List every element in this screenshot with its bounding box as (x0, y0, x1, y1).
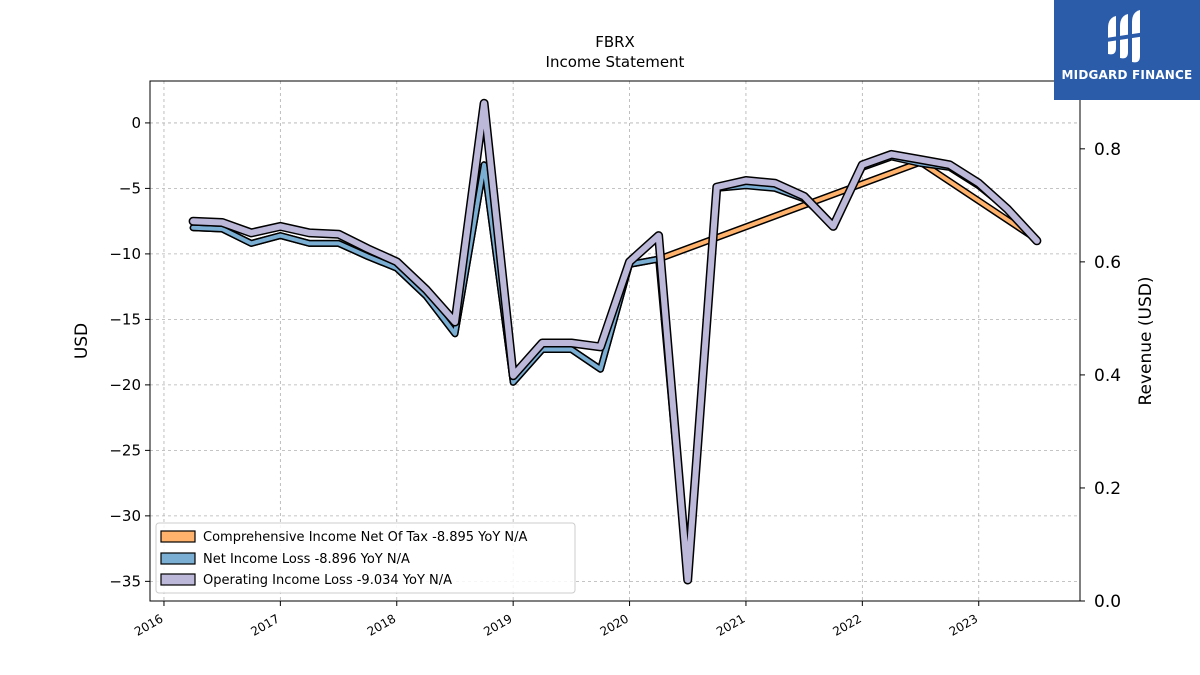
series-net-income-loss-outline (189, 153, 1041, 584)
y-tick-label: −35 (109, 572, 141, 590)
legend-swatch-operating (160, 573, 196, 586)
series-operating-income-loss (188, 98, 1042, 585)
y-tick-label: −5 (119, 179, 141, 197)
series-net-income-loss-line (191, 155, 1039, 582)
midgard-finance-logo: MIDGARD FINANCE (1054, 0, 1200, 100)
x-tick-label: 2016 (132, 611, 165, 638)
legend-frame (155, 522, 576, 594)
series-operating-income-loss-line (190, 100, 1040, 583)
y2-tick-label: 0.4 (1094, 366, 1121, 386)
y2-tick-label: 0.0 (1094, 592, 1121, 612)
y2-tick-label: 0.2 (1094, 479, 1121, 499)
logo-text: MIDGARD FINANCE (1061, 68, 1193, 82)
chart-title: FBRX (595, 33, 635, 51)
midgard-logo-icon (1106, 10, 1146, 63)
series-comprehensive-income (189, 158, 1041, 386)
y-tick-label: −20 (109, 376, 141, 394)
y-tick-label: −25 (109, 441, 141, 459)
x-tick-label: 2021 (714, 611, 747, 638)
legend-label-comprehensive: Comprehensive Income Net Of Tax -8.895 Y… (203, 530, 528, 545)
x-tick-label: 2017 (248, 611, 281, 638)
legend-swatch-net-income (160, 552, 196, 565)
x-tick-label: 2022 (830, 611, 863, 638)
series-net-income-loss (189, 153, 1041, 584)
series-comprehensive-income-outline (189, 158, 1041, 386)
y2-tick-label: 0.6 (1094, 253, 1121, 273)
x-tick-label: 2018 (365, 611, 398, 638)
y-axis-right: 0.0 0.2 0.4 0.6 0.8 (1080, 140, 1121, 612)
y-tick-label: 0 (131, 114, 141, 132)
series-lines (188, 98, 1042, 585)
legend-label-operating: Operating Income Loss -9.034 YoY N/A (203, 573, 452, 588)
y-tick-label: −30 (109, 507, 141, 525)
chart-subtitle: Income Statement (546, 53, 685, 71)
y-tick-label: −15 (109, 310, 141, 328)
y-axis-left: 0 −5 −10 −15 −20 −25 −30 −35 (109, 114, 150, 590)
x-axis: 2016 2017 2018 2019 2020 2021 2022 2023 (132, 601, 980, 639)
x-tick-label: 2023 (947, 611, 980, 638)
x-tick-label: 2019 (481, 611, 514, 638)
plot-frame (149, 80, 1081, 602)
legend-label-net-income: Net Income Loss -8.896 YoY N/A (203, 552, 410, 567)
legend-swatch-comprehensive (160, 530, 196, 543)
y-tick-label: −10 (109, 245, 141, 263)
series-comprehensive-income-line (191, 160, 1039, 385)
y-axis-label: USD (72, 323, 92, 359)
x-tick-label: 2020 (598, 611, 631, 638)
series-operating-income-loss-outline (188, 98, 1042, 585)
y2-axis-label: Revenue (USD) (1136, 276, 1156, 405)
legend: Comprehensive Income Net Of Tax -8.895 Y… (155, 522, 576, 594)
y2-tick-label: 0.8 (1094, 140, 1121, 160)
